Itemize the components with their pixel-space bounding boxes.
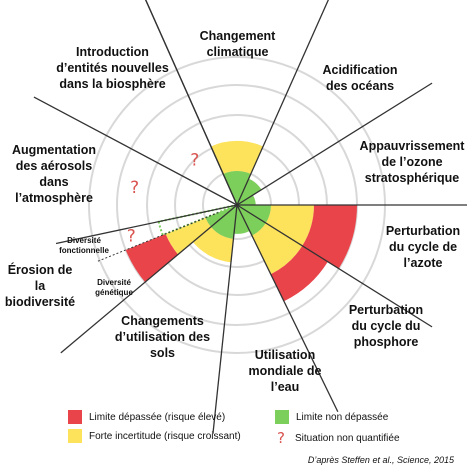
- sector-divider: [236, 204, 433, 328]
- wedge-phosphorus-red: [270, 245, 328, 302]
- legend-yellow: Forte incertitude (risque croissant): [68, 429, 241, 443]
- sector-dividers: [33, 0, 467, 434]
- label-phosphorus: Perturbation du cycle du phosphore: [348, 303, 424, 349]
- wedge-phosphorus-green: [237, 205, 266, 236]
- legend-green: Limite non dépassée: [275, 410, 388, 424]
- sector-divider: [60, 204, 238, 354]
- sector-divider: [236, 0, 329, 206]
- legend-red: Limite dépassée (risque élevé): [68, 410, 225, 424]
- green-swatch-icon: [275, 410, 289, 424]
- label-biodiversity: Érosion de la biodiversité: [4, 263, 76, 309]
- sector-divider: [33, 96, 238, 206]
- red-swatch-icon: [68, 410, 82, 424]
- label-aerosols: Augmentation des aérosols dans l’atmosphère: [11, 143, 97, 205]
- wedge-biodiv_gen-yellow: [165, 217, 211, 255]
- wedge-land-yellow: [192, 226, 234, 263]
- yellow-swatch-icon: [68, 429, 82, 443]
- question-mark-icon: ?: [277, 429, 285, 447]
- question-mark-icon: ?: [190, 151, 199, 171]
- wedge-biodiv_gen-green: [205, 205, 237, 227]
- wedge-climate-green: [223, 171, 251, 205]
- biodiversity-subdivider: [97, 212, 219, 262]
- label-water: Utilisation mondiale de l’eau: [248, 348, 322, 394]
- label-ozone: Appauvrissement de l’ozone stratosphérique: [359, 139, 465, 185]
- label-climate: Changement climatique: [199, 29, 276, 59]
- label-nitrogen: Perturbation du cycle de l’azote: [385, 224, 461, 270]
- question-mark-icon: ?: [127, 226, 136, 246]
- wedge-land-green: [210, 205, 237, 239]
- wedge-phosphorus-yellow: [251, 223, 303, 275]
- label-ocean: Acidification des océans: [322, 63, 398, 93]
- sector-divider: [212, 204, 238, 434]
- legend-unknown: ? Situation non quantifiée: [275, 429, 400, 447]
- wedge-nitrogen-red: [302, 205, 357, 269]
- wedge-climate-yellow: [210, 140, 264, 174]
- label-land: Changements d’utilisation des sols: [114, 314, 211, 360]
- label-novel-entities: Introduction d’entités nouvelles dans la b…: [56, 45, 169, 91]
- wedge-biodiv_gen-red: [125, 233, 179, 283]
- wedge-nitrogen-green: [237, 205, 271, 224]
- sector-divider: [236, 82, 433, 206]
- question-mark-icon: ?: [130, 178, 139, 198]
- wedge-ocean-green: [237, 178, 262, 205]
- unknown-markers: ???: [127, 151, 199, 247]
- sector-divider: [145, 0, 238, 206]
- label-functional-diversity: Diversité fonctionnelle: [59, 236, 109, 255]
- wedge-nitrogen-yellow: [265, 205, 314, 246]
- sector-divider: [236, 204, 339, 413]
- sector-divider: [55, 204, 238, 245]
- label-genetic-diversity: Diversité génétique: [95, 278, 133, 297]
- source-credit: D’après Steffen et al., Science, 2015: [307, 455, 454, 465]
- wedge-water-green: [233, 205, 250, 234]
